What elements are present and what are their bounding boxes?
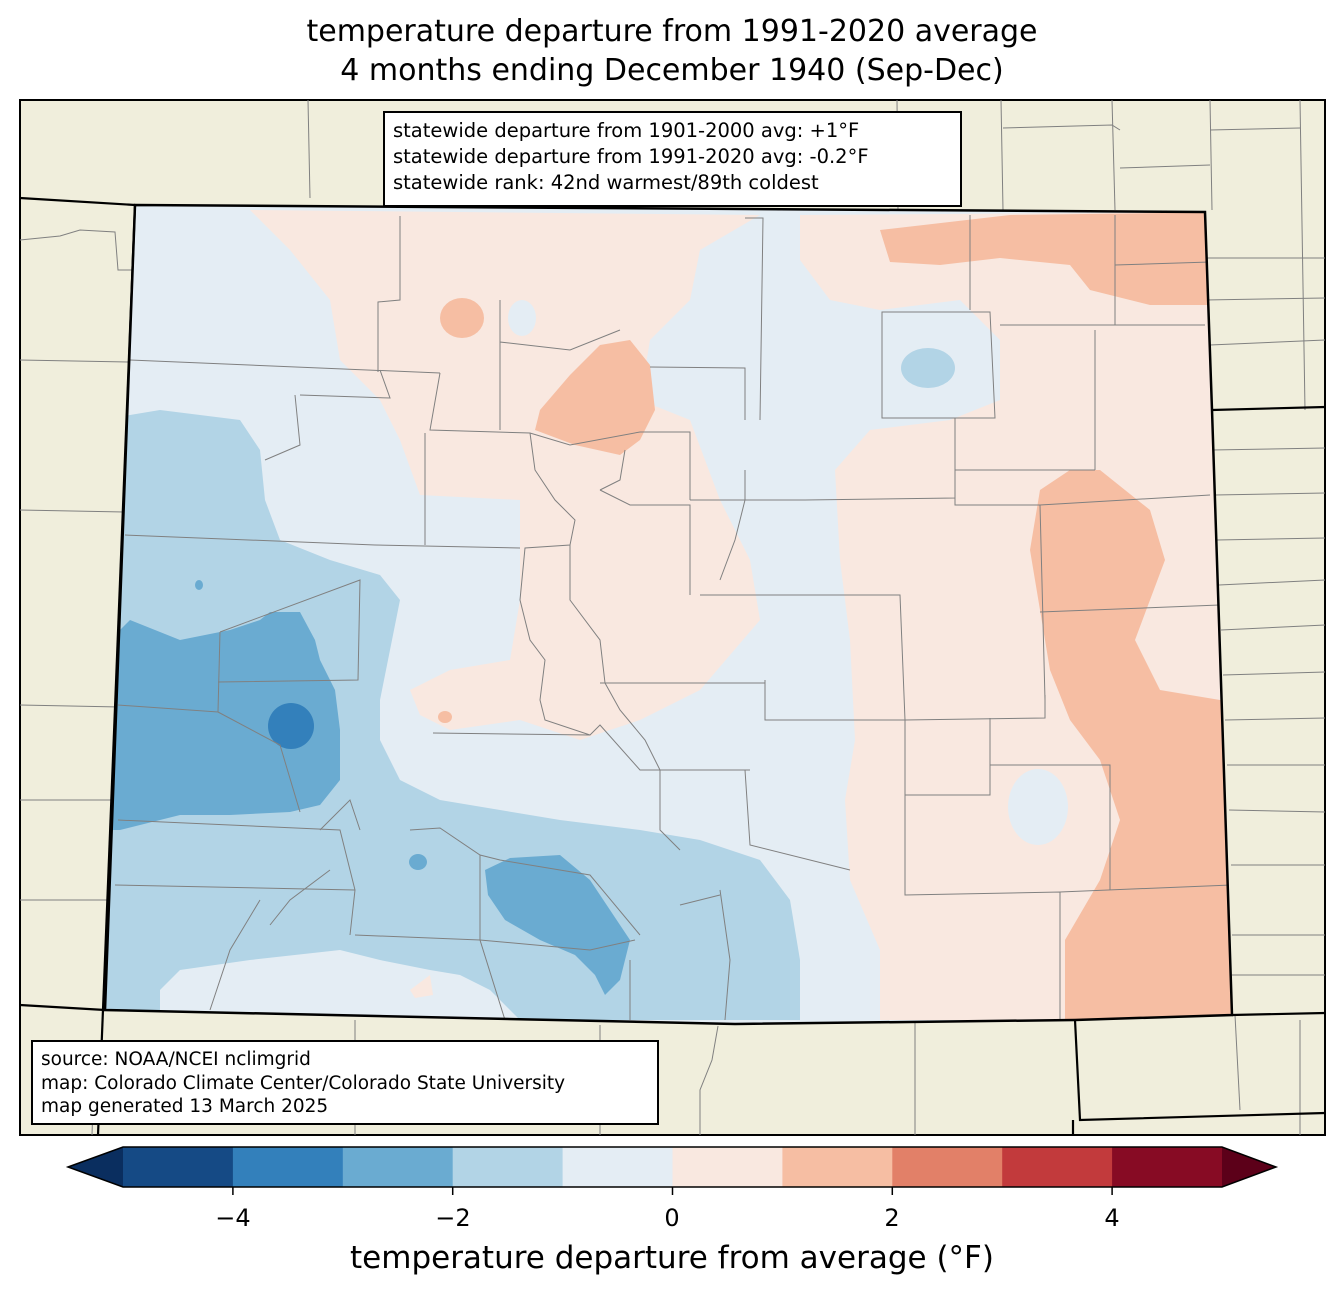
- map-title-line2: 4 months ending December 1940 (Sep-Dec): [340, 53, 1004, 88]
- cool-2-3-dot2: [195, 580, 203, 590]
- state-borders: [19, 196, 1326, 1136]
- stats-line-2: statewide departure from 1991-2020 avg: …: [393, 145, 869, 168]
- colorbar-extend-high: [1222, 1147, 1276, 1187]
- cool-2-3-dot: [409, 854, 427, 870]
- stats-line-3: statewide rank: 42nd warmest/89th coldes…: [393, 171, 819, 194]
- colorbar-label: temperature departure from average (°F): [350, 1240, 994, 1276]
- source-line-1: source: NOAA/NCEI nclimgrid: [41, 1049, 311, 1070]
- colorbar-tick-label: −4: [215, 1204, 251, 1232]
- warm-1-2-spot: [440, 298, 484, 338]
- stats-line-1: statewide departure from 1901-2000 avg: …: [393, 119, 860, 142]
- cool-3-4-core: [268, 703, 314, 749]
- colorbar-tick-label: 4: [1104, 1204, 1120, 1232]
- colorbar-bin: [782, 1147, 893, 1187]
- cool-1-2-spot: [901, 348, 955, 388]
- colorbar-outline: [65, 1146, 1279, 1188]
- warm-1-2-east: [1030, 470, 1232, 1020]
- colorbar-bin: [232, 1147, 344, 1187]
- warm-1-2-central: [535, 340, 655, 455]
- colorbar-bin: [562, 1147, 673, 1187]
- colorbar-bin: [1112, 1147, 1223, 1187]
- colorbar-bin: [342, 1147, 454, 1187]
- colorbar-bin: [452, 1147, 564, 1187]
- colorbar: [65, 1146, 1279, 1195]
- colorbar-tick-label: 2: [884, 1204, 900, 1232]
- cool-1-2-spot-sw: [508, 300, 536, 336]
- neighbor-county-lines: [19, 99, 1326, 1136]
- colorbar-bin: [672, 1147, 783, 1187]
- colorbar-bin: [892, 1147, 1003, 1187]
- county-lines: [114, 215, 1231, 1021]
- cool-1-2-west: [105, 410, 800, 1020]
- colorbar-tick-label: 0: [664, 1204, 680, 1232]
- source-line-2: map: Colorado Climate Center/Colorado St…: [41, 1072, 566, 1094]
- source-line-3: map generated 13 March 2025: [41, 1096, 329, 1117]
- cool-2-3-sw: [105, 612, 340, 830]
- warm-1-2-dot: [438, 711, 452, 723]
- colorbar-extend-low: [68, 1147, 123, 1187]
- warm-area-small: [410, 975, 433, 998]
- colorbar-tick-label: −2: [435, 1204, 471, 1232]
- colorado-border: [103, 203, 1234, 1026]
- source-box: source: NOAA/NCEI nclimgrid map: Colorad…: [31, 1040, 659, 1125]
- colorbar-bin: [1002, 1147, 1113, 1187]
- map-title-line1: temperature departure from 1991-2020 ave…: [306, 14, 1038, 49]
- temperature-field: [105, 205, 1232, 1024]
- cool-0-1-spot: [1008, 769, 1068, 845]
- cool-2-3-south: [485, 855, 630, 995]
- colorbar-bin: [123, 1147, 234, 1187]
- statewide-stats-box: statewide departure from 1901-2000 avg: …: [383, 111, 962, 207]
